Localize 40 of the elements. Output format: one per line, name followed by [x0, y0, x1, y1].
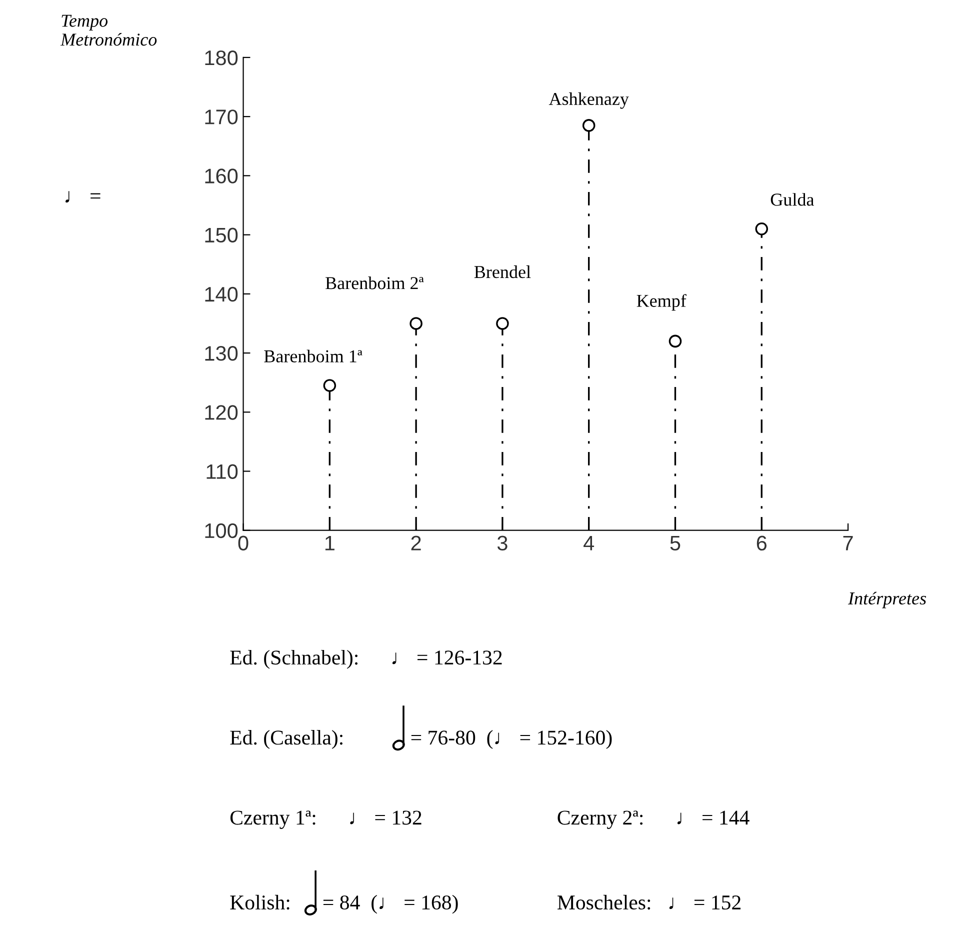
x-tick-label: 4 [584, 536, 594, 550]
point [323, 379, 336, 392]
x-tick-label: 6 [756, 536, 767, 551]
point [755, 222, 768, 236]
y-tick-label: 170 [205, 110, 238, 124]
x-axis-title: Intérpretes [848, 592, 926, 608]
y-tick-label: 120 [205, 405, 238, 420]
y-tick-label: 100 [205, 523, 238, 538]
y-tick-label: 130 [205, 346, 238, 361]
annotation: Ashkenazy [548, 92, 629, 109]
y-tick-label: 160 [205, 168, 238, 184]
annotation: Kempf [636, 294, 686, 311]
x-tick-label: 0 [238, 536, 248, 551]
annotation: Barenboim 1ª [264, 350, 362, 362]
y-tick-label: 180 [205, 50, 238, 66]
annotation: Brendel [474, 265, 531, 278]
y-tick-label: 140 [205, 286, 238, 302]
point [668, 334, 682, 348]
y-axis-title: Tempo Metronómico [60, 14, 157, 46]
point [496, 317, 509, 330]
x-tick-label: 7 [843, 536, 853, 550]
text: Czerny 1ª: ♩ = 132 [230, 810, 422, 829]
text: Ed. (Casella): [230, 730, 342, 749]
annotation: Barenboim 2ª [326, 276, 424, 290]
x-tick-label: 2 [411, 536, 421, 550]
text: ♩ = [66, 191, 100, 203]
text: Moscheles: ♩ = 152 [557, 894, 741, 910]
text: Kolish: [230, 894, 290, 910]
x-tick-label: 5 [670, 536, 680, 551]
point [410, 317, 422, 330]
text: = 76-80 (♩ = 152-160) [411, 730, 612, 749]
point [582, 119, 596, 132]
text: = 84 (♩ = 168) [323, 894, 458, 914]
x-tick-label: 1 [325, 536, 334, 550]
x-tick-label: 3 [497, 536, 508, 551]
annotation: Gulda [770, 193, 814, 206]
y-tick-label: 110 [206, 464, 238, 479]
text: Czerny 2ª: ♩ = 144 [558, 810, 750, 829]
y-tick-label: 150 [205, 228, 238, 243]
text: Ed. (Schnabel): ♩ = 126-132 [230, 650, 502, 669]
